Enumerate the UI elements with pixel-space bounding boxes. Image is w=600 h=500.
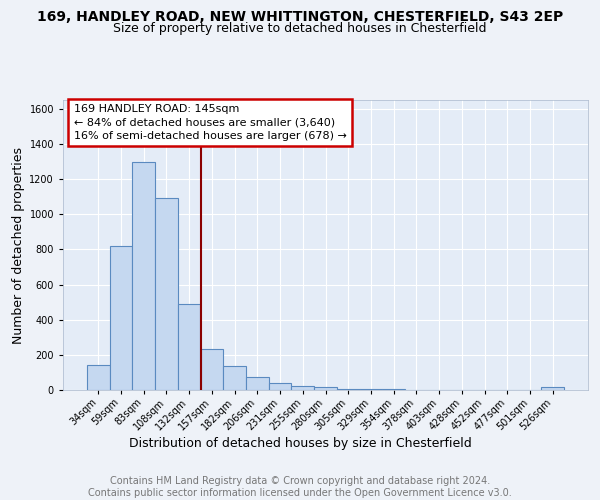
Bar	[200, 348, 223, 390]
Text: Contains public sector information licensed under the Open Government Licence v3: Contains public sector information licen…	[88, 488, 512, 498]
Bar	[292, 386, 314, 390]
Text: Size of property relative to detached houses in Chesterfield: Size of property relative to detached ho…	[113, 22, 487, 35]
Bar	[269, 383, 292, 390]
Y-axis label: Number of detached properties: Number of detached properties	[12, 146, 25, 344]
Bar	[87, 366, 110, 390]
Bar	[541, 388, 564, 390]
Text: 169, HANDLEY ROAD, NEW WHITTINGTON, CHESTERFIELD, S43 2EP: 169, HANDLEY ROAD, NEW WHITTINGTON, CHES…	[37, 10, 563, 24]
Bar	[223, 366, 246, 390]
Bar	[359, 389, 382, 390]
Bar	[178, 304, 200, 390]
Text: Distribution of detached houses by size in Chesterfield: Distribution of detached houses by size …	[128, 438, 472, 450]
Bar	[337, 388, 359, 390]
Bar	[314, 388, 337, 390]
Bar	[110, 246, 133, 390]
Text: 169 HANDLEY ROAD: 145sqm
← 84% of detached houses are smaller (3,640)
16% of sem: 169 HANDLEY ROAD: 145sqm ← 84% of detach…	[74, 104, 346, 141]
Text: Contains HM Land Registry data © Crown copyright and database right 2024.: Contains HM Land Registry data © Crown c…	[110, 476, 490, 486]
Bar	[155, 198, 178, 390]
Bar	[133, 162, 155, 390]
Bar	[246, 377, 269, 390]
